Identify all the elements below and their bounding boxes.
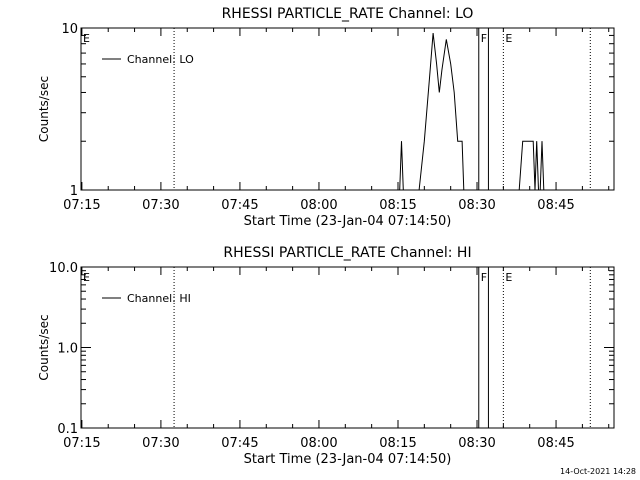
timestamp-stamp: 14-Oct-2021 14:28 [560, 467, 636, 476]
x-tick-label: 08:45 [537, 436, 574, 451]
chart-title: RHESSI PARTICLE_RATE Channel: LO [222, 6, 474, 22]
x-tick-label: 07:30 [142, 198, 179, 213]
marker-label: E [83, 32, 90, 45]
legend-label: Channel: LO [127, 53, 194, 66]
marker-label: E [505, 32, 512, 45]
x-tick-label: 07:30 [142, 436, 179, 451]
x-tick-label: 08:15 [379, 436, 416, 451]
x-axis-label: Start Time (23-Jan-04 07:14:50) [244, 214, 452, 229]
y-tick-label: 10.0 [49, 261, 78, 276]
x-tick-label: 07:15 [63, 198, 100, 213]
x-tick-label: 07:15 [63, 436, 100, 451]
series-line-1 [399, 33, 545, 191]
y-tick-label: 1 [70, 184, 78, 199]
x-tick-label: 07:45 [221, 436, 258, 451]
marker-label: F [481, 32, 487, 45]
x-tick-label: 07:45 [221, 198, 258, 213]
legend-label: Channel: HI [127, 292, 191, 305]
marker-label: E [505, 271, 512, 284]
y-tick-label: 0.1 [57, 422, 78, 437]
y-axis-label: Counts/sec [37, 314, 51, 380]
x-tick-label: 08:30 [458, 198, 495, 213]
chart-panel-2: RHESSI PARTICLE_RATE Channel: HI Counts/s… [37, 245, 615, 467]
x-tick-label: 08:45 [537, 198, 574, 213]
y-axis-label: Counts/sec [37, 76, 51, 142]
x-axis-label: Start Time (23-Jan-04 07:14:50) [244, 452, 452, 467]
chart-panel-1: RHESSI PARTICLE_RATE Channel: LO Counts/s… [37, 6, 615, 229]
marker-label: E [83, 271, 90, 284]
x-tick-label: 08:00 [300, 436, 337, 451]
x-tick-label: 08:00 [300, 198, 337, 213]
x-tick-label: 08:15 [379, 198, 416, 213]
y-tick-label: 10 [61, 22, 78, 37]
chart-title: RHESSI PARTICLE_RATE Channel: HI [223, 245, 471, 261]
marker-label: F [481, 271, 487, 284]
x-tick-label: 08:30 [458, 436, 495, 451]
y-tick-label: 1.0 [57, 342, 78, 357]
